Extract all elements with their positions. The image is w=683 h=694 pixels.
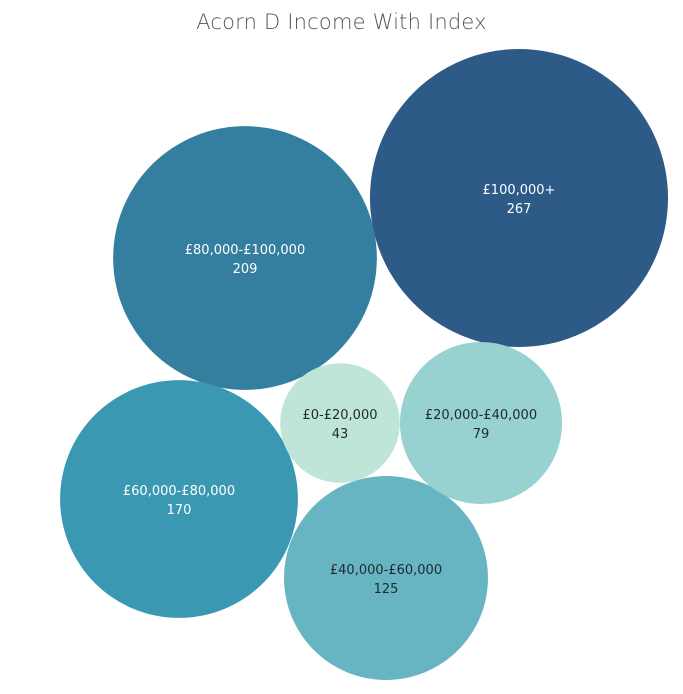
- bubble-40-000-60-000[interactable]: £40,000-£60,000 125: [284, 476, 488, 680]
- bubble-category-label: £100,000+: [483, 183, 556, 198]
- bubble-value-label: 209: [233, 262, 258, 277]
- bubble-circle[interactable]: [399, 341, 563, 505]
- bubble-value-label: 43: [332, 427, 349, 442]
- bubble-circle[interactable]: [369, 48, 669, 348]
- bubble-category-label: £40,000-£60,000: [330, 563, 442, 578]
- bubble-value-label: 267: [507, 202, 532, 217]
- bubble-circle[interactable]: [284, 476, 488, 680]
- bubble-category-label: £60,000-£80,000: [123, 484, 235, 499]
- bubble-category-label: £0-£20,000: [303, 408, 378, 423]
- bubble-value-label: 125: [374, 582, 399, 597]
- bubble-circle[interactable]: [280, 363, 400, 483]
- bubble-value-label: 79: [473, 427, 490, 442]
- bubble-category-label: £20,000-£40,000: [425, 408, 537, 423]
- bubble-0-20-000[interactable]: £0-£20,000 43: [280, 363, 400, 483]
- bubble-category-label: £80,000-£100,000: [185, 243, 305, 258]
- chart-title: Acorn D Income With Index: [196, 10, 487, 34]
- bubble-circle[interactable]: [113, 126, 377, 390]
- bubble-60-000-80-000[interactable]: £60,000-£80,000 170: [60, 380, 298, 618]
- bubble-80-000-100-000[interactable]: £80,000-£100,000 209: [113, 126, 377, 390]
- bubble-circle[interactable]: [60, 380, 298, 618]
- bubble-value-label: 170: [167, 503, 192, 518]
- bubble-20-000-40-000[interactable]: £20,000-£40,000 79: [399, 341, 563, 505]
- bubble-100-000[interactable]: £100,000+ 267: [369, 48, 669, 348]
